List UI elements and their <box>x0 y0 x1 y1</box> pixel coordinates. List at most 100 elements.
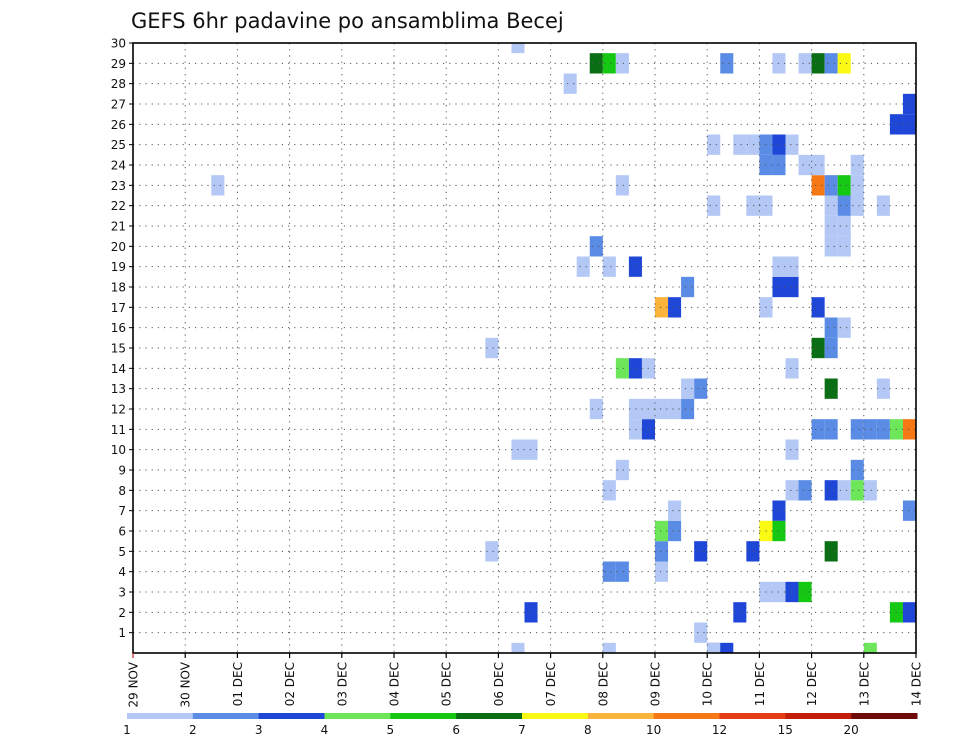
heatmap-cell <box>615 459 629 481</box>
colorbar-swatch <box>390 713 457 719</box>
x-tick-label: 13 DEC <box>857 662 871 706</box>
y-tick-label: 3 <box>118 586 126 600</box>
x-tick-label: 04 DEC <box>388 662 402 706</box>
heatmap-cell <box>524 602 538 623</box>
heatmap-cell <box>824 175 838 196</box>
colorbar-swatch <box>719 713 786 719</box>
colorbar-swatch <box>127 713 194 719</box>
heatmap-cell <box>824 337 838 359</box>
y-tick-label: 22 <box>111 199 126 213</box>
heatmap-cell <box>681 276 695 298</box>
heatmap-cell <box>824 378 838 399</box>
y-tick-label: 15 <box>111 342 126 356</box>
heatmap-cell <box>824 480 838 501</box>
heatmap-cell <box>837 175 851 196</box>
y-tick-label: 5 <box>118 545 126 559</box>
colorbar-label: 3 <box>255 723 263 737</box>
x-tick-label: 10 DEC <box>701 662 715 706</box>
heatmap-cell <box>785 134 799 155</box>
y-tick-label: 6 <box>118 525 126 539</box>
y-tick-label: 12 <box>111 403 126 417</box>
x-tick-label: 05 DEC <box>440 662 454 706</box>
y-tick-label: 2 <box>118 606 126 620</box>
y-tick-label: 7 <box>118 504 126 518</box>
colorbar-swatch <box>324 713 391 719</box>
colorbar-label: 15 <box>778 723 793 737</box>
heatmap-cell <box>707 134 721 155</box>
heatmap-cell <box>589 53 603 74</box>
x-tick-label: 14 DEC <box>910 662 924 706</box>
heatmap-cell <box>824 317 838 338</box>
colorbar-label: 5 <box>386 723 394 737</box>
heatmap-cell <box>655 398 669 420</box>
x-tick-label: 12 DEC <box>805 662 819 706</box>
x-tick-label: 08 DEC <box>596 662 610 706</box>
heatmap-cell <box>850 195 864 216</box>
heatmap-cell <box>902 114 916 135</box>
heatmap-cell <box>837 317 851 338</box>
heatmap-cell <box>602 642 616 653</box>
heatmap-cell <box>589 236 603 257</box>
colorbar-swatch <box>587 713 655 719</box>
heatmap-cell <box>837 480 851 501</box>
colorbar-swatch <box>653 713 720 719</box>
heatmap-cell <box>746 134 760 155</box>
heatmap-cell <box>811 175 825 196</box>
heatmap-cell <box>655 541 669 562</box>
colorbar-label: 12 <box>712 723 727 737</box>
heatmap-cell <box>863 480 877 501</box>
heatmap-cell <box>615 175 629 196</box>
heatmap-cell <box>850 419 864 440</box>
heatmap-cell <box>902 93 916 115</box>
y-tick-label: 20 <box>111 240 126 254</box>
colorbar-swatch <box>785 713 852 719</box>
colorbar-label: 7 <box>518 723 526 737</box>
heatmap-cell <box>485 541 499 562</box>
heatmap-cell <box>824 236 838 257</box>
heatmap-cell <box>837 215 851 237</box>
heatmap-cell <box>785 581 799 603</box>
heatmap-cell <box>824 53 838 74</box>
heatmap-cell <box>850 459 864 481</box>
heatmap-cell <box>615 358 629 379</box>
heatmap-cell <box>798 154 812 176</box>
heatmap-cell <box>811 419 825 440</box>
heatmap-cell <box>694 378 708 399</box>
colorbar-swatch <box>456 713 523 719</box>
heatmap-cell <box>798 53 812 74</box>
y-axis: 1234567891011121314151617181920212223242… <box>111 37 133 640</box>
heatmap-cell <box>863 642 877 653</box>
heatmap-cell <box>615 53 629 74</box>
heatmap-cell <box>902 500 916 521</box>
heatmap-cell <box>850 154 864 176</box>
y-tick-label: 30 <box>111 37 126 51</box>
y-tick-label: 25 <box>111 138 126 152</box>
heatmap-cell <box>602 480 616 501</box>
heatmap-cell <box>511 642 525 653</box>
heatmap-cell <box>811 297 825 318</box>
y-tick-label: 11 <box>111 423 126 437</box>
heatmap-cell <box>811 53 825 74</box>
y-tick-label: 26 <box>111 118 126 132</box>
colorbar-label: 2 <box>189 723 197 737</box>
heatmap-cell <box>211 175 225 196</box>
heatmap-cell <box>602 53 616 74</box>
heatmap-cell <box>589 398 603 420</box>
heatmap-cell <box>811 337 825 359</box>
x-tick-label: 03 DEC <box>335 662 349 706</box>
heatmap-cell <box>824 419 838 440</box>
heatmap-cell <box>576 256 590 277</box>
heatmap-cell <box>785 276 799 298</box>
colorbar-legend: 1 2 3 4 5 6 7 8 10 12 15 20 <box>123 713 918 737</box>
y-tick-label: 14 <box>111 362 126 376</box>
y-tick-label: 13 <box>111 382 126 396</box>
heatmap-cell <box>655 561 669 582</box>
heatmap-cell <box>785 358 799 379</box>
x-tick-label: 11 DEC <box>753 662 767 706</box>
y-tick-label: 17 <box>111 301 126 315</box>
colorbar-swatch <box>258 713 325 719</box>
heatmap-cells <box>211 43 916 653</box>
heatmap-cell <box>811 154 825 176</box>
heatmap-cell <box>720 642 734 653</box>
heatmap-cell <box>824 541 838 562</box>
